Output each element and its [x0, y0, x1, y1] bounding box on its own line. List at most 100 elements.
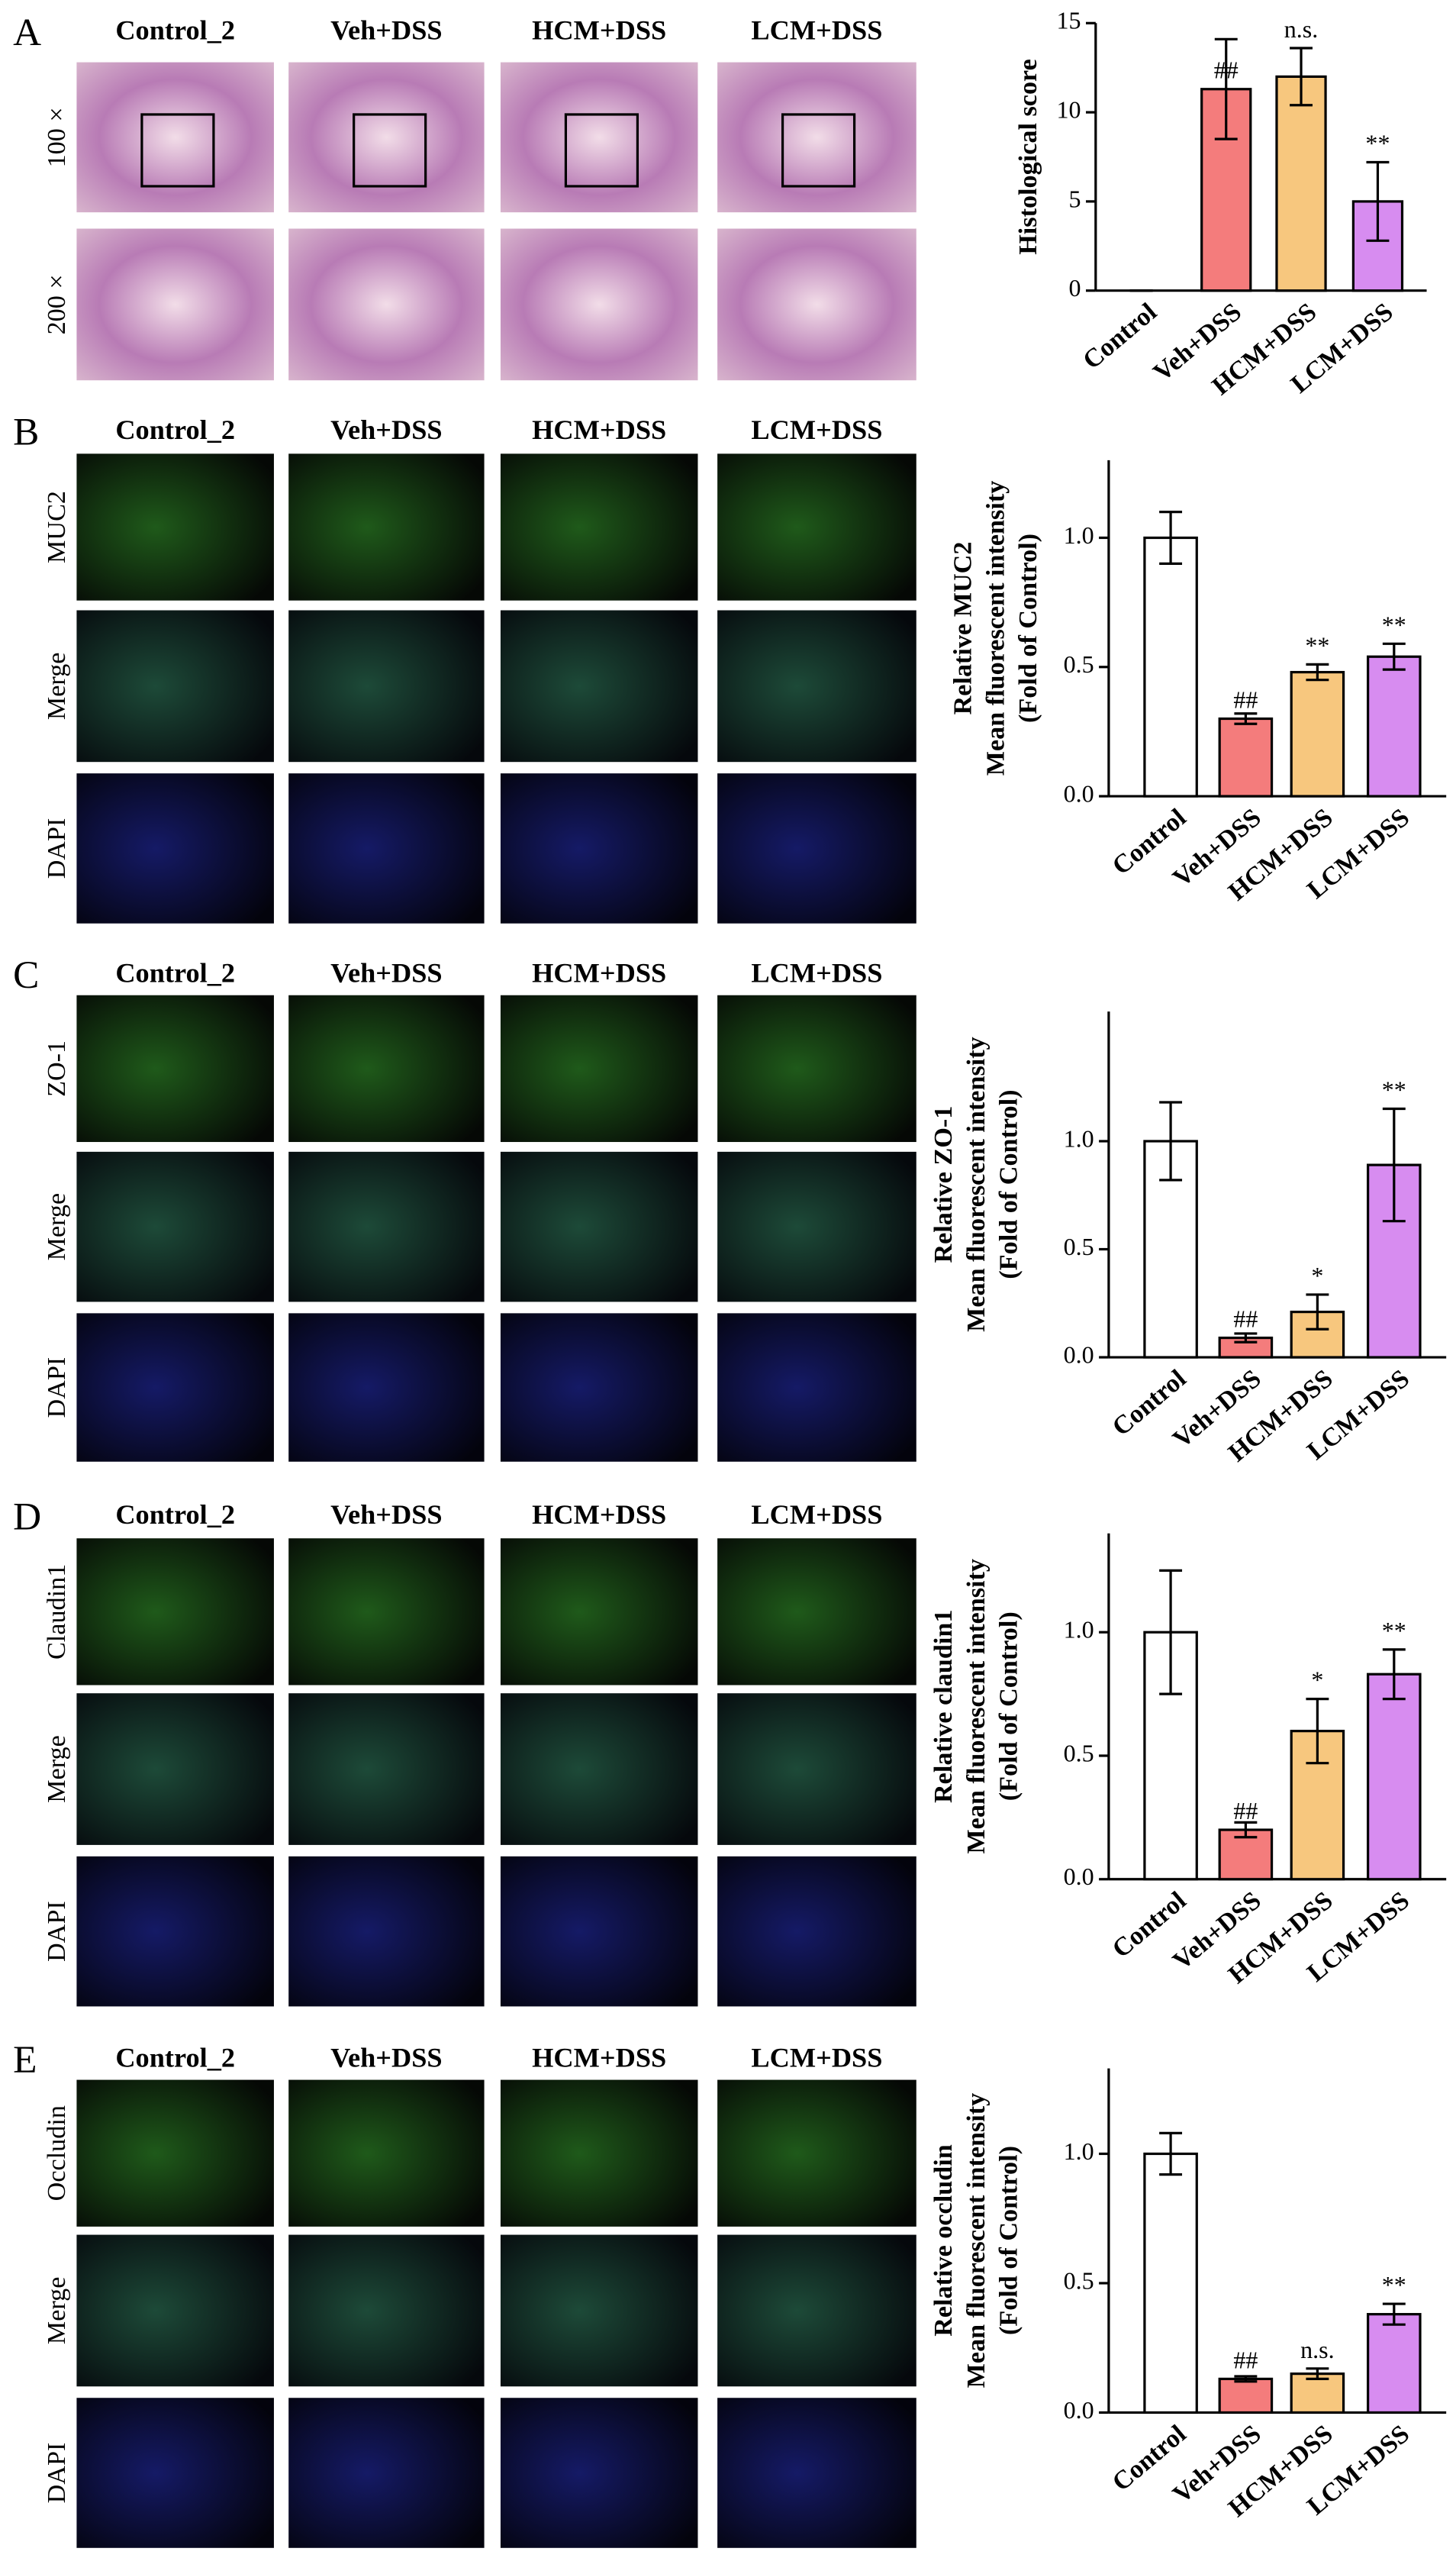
micrograph	[500, 1151, 698, 1302]
column-label: Control_2	[115, 2042, 235, 2073]
micrograph	[76, 1693, 274, 1845]
micrograph	[717, 1856, 916, 2007]
row-label: 200 ×	[43, 274, 71, 334]
column-label: Veh+DSS	[330, 2042, 443, 2073]
micrograph	[500, 2398, 698, 2548]
zoom-box	[353, 113, 427, 188]
significance-label: *	[1311, 1666, 1323, 1694]
micrograph	[288, 773, 485, 924]
micrograph	[717, 2234, 916, 2387]
y-axis-label: Mean fluorescent intensity	[962, 1037, 991, 1332]
micrograph	[76, 1856, 274, 2007]
significance-label: ##	[1233, 2346, 1258, 2373]
significance-label: n.s.	[1300, 2336, 1335, 2363]
micrograph	[717, 995, 916, 1143]
micrograph	[717, 228, 916, 381]
significance-label: ##	[1233, 1305, 1258, 1333]
y-axis-label: Mean fluorescent intensity	[962, 1559, 991, 1854]
y-tick-label: 0.0	[1064, 779, 1094, 807]
micrograph	[288, 2079, 485, 2227]
micrograph	[76, 1151, 274, 1302]
row-label: Merge	[43, 653, 71, 721]
y-tick-label: 5	[1069, 185, 1081, 212]
micrograph	[717, 2079, 916, 2227]
column-label: Control_2	[115, 1499, 235, 1530]
y-axis-label: Mean fluorescent intensity	[962, 2093, 991, 2389]
bar	[1218, 2377, 1274, 2414]
y-axis-label: (Fold of Control)	[995, 1090, 1023, 1279]
micrograph	[76, 773, 274, 924]
y-axis-label: Mean fluorescent intensity	[981, 481, 1010, 776]
micrograph	[76, 228, 274, 381]
y-axis-label: Relative occludin	[929, 2144, 958, 2337]
panel-letter: B	[13, 411, 39, 454]
row-label: DAPI	[43, 818, 71, 879]
micrograph	[288, 2398, 485, 2548]
micrograph	[76, 2079, 274, 2227]
significance-label: **	[1382, 1076, 1406, 1103]
row-label: Merge	[43, 1193, 71, 1261]
panel-letter: A	[13, 11, 41, 54]
column-label: HCM+DSS	[532, 2042, 666, 2073]
panel-letter: E	[13, 2038, 37, 2082]
column-label: Control_2	[115, 957, 235, 988]
y-tick-label: 1.0	[1064, 1124, 1094, 1152]
column-label: Control_2	[115, 15, 235, 45]
significance-label: *	[1311, 1262, 1323, 1289]
y-tick-label: 0.5	[1064, 1233, 1094, 1260]
micrograph	[500, 1693, 698, 1845]
micrograph	[500, 2234, 698, 2387]
micrograph	[500, 610, 698, 763]
micrograph	[76, 2398, 274, 2548]
micrograph	[500, 995, 698, 1143]
y-tick-label: 0.5	[1064, 1739, 1094, 1766]
micrograph	[288, 1151, 485, 1302]
panel-letter: C	[13, 953, 39, 997]
significance-label: **	[1305, 631, 1329, 659]
row-label: DAPI	[43, 1901, 71, 1962]
column-label: LCM+DSS	[751, 1499, 882, 1530]
micrograph	[288, 1538, 485, 1685]
y-tick-label: 10	[1057, 95, 1081, 123]
micrograph	[288, 1856, 485, 2007]
row-label: DAPI	[43, 1357, 71, 1418]
significance-label: ##	[1233, 1797, 1258, 1824]
micrograph	[717, 1693, 916, 1845]
bar	[1367, 1673, 1422, 1881]
y-tick-label: 0.0	[1064, 2396, 1094, 2424]
y-tick-label: 1.0	[1064, 1616, 1094, 1644]
y-tick-label: 0.0	[1064, 1863, 1094, 1890]
column-label: LCM+DSS	[751, 15, 882, 45]
micrograph	[288, 2234, 485, 2387]
micrograph	[500, 453, 698, 601]
column-label: Veh+DSS	[330, 415, 443, 445]
bar	[1290, 670, 1345, 798]
micrograph	[500, 1856, 698, 2007]
y-axis-label: (Fold of Control)	[995, 1611, 1023, 1801]
micrograph	[288, 62, 485, 213]
y-tick-label: 1.0	[1064, 2137, 1094, 2165]
micrograph	[500, 228, 698, 381]
zoom-box	[140, 113, 215, 188]
micrograph	[76, 1313, 274, 1462]
column-label: Veh+DSS	[330, 1499, 443, 1530]
significance-label: **	[1382, 611, 1406, 638]
row-label: 100 ×	[43, 107, 71, 167]
column-label: Veh+DSS	[330, 15, 443, 45]
column-label: LCM+DSS	[751, 957, 882, 988]
column-label: LCM+DSS	[751, 2042, 882, 2073]
column-label: HCM+DSS	[532, 957, 666, 988]
y-axis-label: (Fold of Control)	[995, 2146, 1023, 2335]
micrograph	[288, 995, 485, 1143]
micrograph	[717, 1313, 916, 1462]
micrograph	[717, 773, 916, 924]
bar	[1367, 655, 1422, 798]
y-tick-label: 15	[1057, 7, 1081, 34]
micrograph	[288, 228, 485, 381]
micrograph	[76, 2234, 274, 2387]
bar	[1218, 1336, 1274, 1359]
significance-label: **	[1365, 130, 1390, 157]
panel-letter: D	[13, 1495, 41, 1538]
micrograph	[500, 1313, 698, 1462]
